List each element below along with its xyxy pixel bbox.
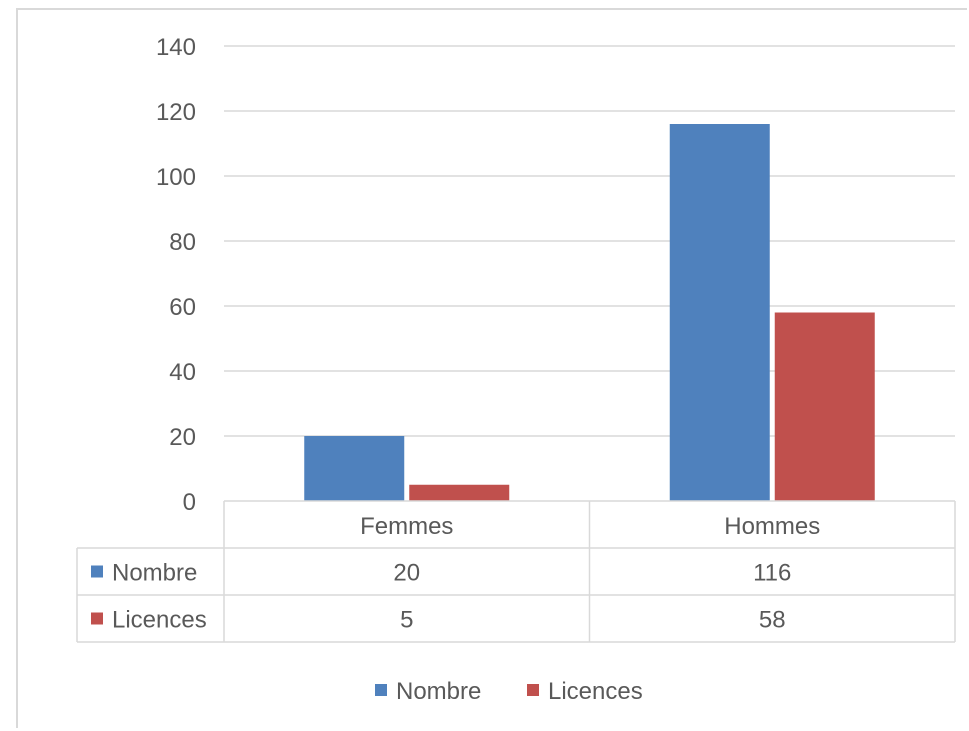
legend-label-nombre: Nombre bbox=[396, 678, 481, 705]
table-cell-value: 116 bbox=[753, 560, 791, 587]
y-tick-label: 0 bbox=[183, 489, 196, 516]
legend-key-nombre bbox=[375, 684, 387, 696]
legend-label-licences: Licences bbox=[548, 678, 643, 705]
category-label: Hommes bbox=[724, 513, 820, 540]
y-tick-label: 120 bbox=[156, 99, 196, 126]
bar-nombre-femmes bbox=[304, 436, 405, 501]
table-legend-key bbox=[91, 612, 103, 625]
y-tick-label: 40 bbox=[169, 359, 196, 386]
legend: Nombre Licences bbox=[375, 678, 643, 705]
table-cell-value: 20 bbox=[393, 560, 420, 587]
y-tick-label: 60 bbox=[169, 294, 196, 321]
y-tick-label: 80 bbox=[169, 229, 196, 256]
legend-key-licences bbox=[527, 684, 539, 696]
table-row-header: Nombre bbox=[112, 560, 197, 587]
y-axis-tick-labels: 0 20 40 60 80 100 120 140 bbox=[156, 34, 196, 516]
y-tick-label: 100 bbox=[156, 164, 196, 191]
bars bbox=[304, 124, 875, 501]
bar-nombre-hommes bbox=[669, 124, 770, 501]
bar-licences-hommes bbox=[774, 312, 875, 501]
category-label: Femmes bbox=[360, 513, 453, 540]
data-table: Femmes Hommes Nombre 20 116 Licences 5 58 bbox=[76, 500, 956, 643]
table-cell-value: 58 bbox=[759, 607, 786, 634]
table-legend-key bbox=[91, 565, 103, 578]
chart-frame bbox=[16, 8, 967, 728]
bar-licences-femmes bbox=[409, 484, 510, 501]
table-cell-value: 5 bbox=[400, 607, 413, 634]
y-tick-label: 20 bbox=[169, 424, 196, 451]
table-row-header: Licences bbox=[112, 607, 207, 634]
y-tick-label: 140 bbox=[156, 34, 196, 61]
